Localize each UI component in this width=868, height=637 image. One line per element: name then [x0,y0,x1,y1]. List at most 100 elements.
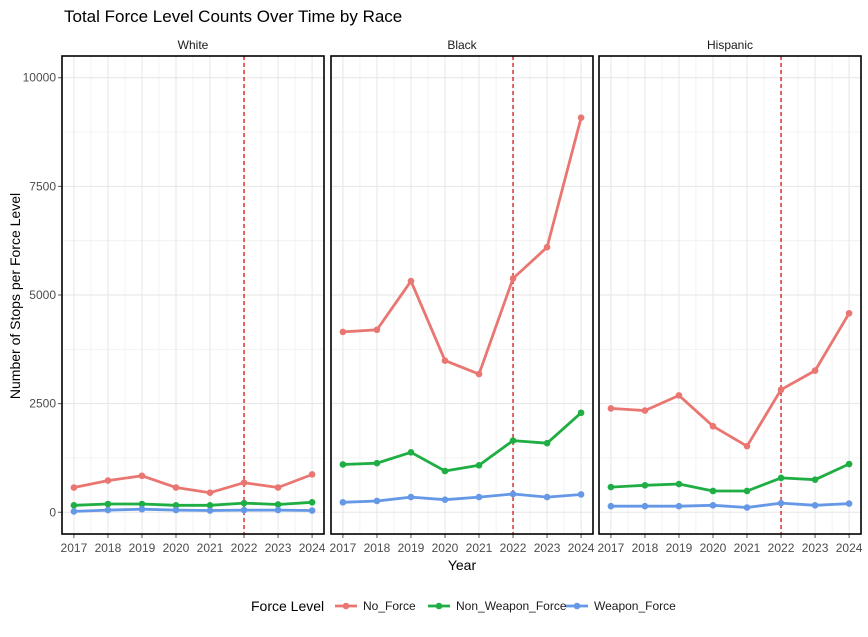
y-tick-label: 5000 [29,288,56,302]
data-point [743,487,751,495]
facet-strip-label: Black [447,38,477,52]
data-point [240,506,248,514]
data-point [70,502,78,509]
data-point [607,405,615,412]
data-point [240,479,248,487]
legend-key-point [435,602,443,610]
series-line-non-weapon-force [341,411,583,473]
x-tick-label: 2020 [432,541,459,555]
x-tick-label: 2022 [231,541,258,555]
facets-layer: 0 2500 5000 7500 10000 White 2017 2018 2019 2020 2… [23,38,863,555]
x-tick-label: 2019 [129,541,156,555]
data-point [172,502,180,509]
x-tick-label: 2024 [836,541,863,555]
legend-key-point [573,602,581,610]
x-tick-label: 2024 [568,541,595,555]
data-point [811,367,819,374]
x-tick-label: 2022 [500,541,527,555]
data-point [373,326,381,334]
legend-label: Weapon_Force [594,599,676,613]
x-tick-label: 2021 [734,541,761,555]
series-line-no-force [609,311,851,448]
data-point [138,500,146,508]
data-point [475,370,483,378]
data-point [441,496,449,503]
data-point [475,462,483,469]
data-point [308,498,316,506]
data-point [441,357,449,364]
data-point [509,490,517,498]
data-point [475,493,483,501]
data-point [607,483,615,491]
data-point [104,500,112,508]
data-point [641,407,649,414]
data-point [709,502,717,509]
x-tick-label: 2020 [700,541,727,555]
legend-title: Force Level [251,598,324,614]
data-point [441,467,449,475]
data-point [675,392,683,399]
facet-panel-black: Black 2017 2018 2019 2020 2021 2022 2023 2024 [330,38,595,555]
data-point [407,493,415,501]
x-tick-label: 2022 [768,541,795,555]
data-point [641,502,649,510]
data-point [138,472,146,480]
panel-border [330,55,594,535]
data-point [709,422,717,430]
data-point [172,484,180,491]
panel-border [61,55,325,535]
series-line-weapon-force [72,507,314,513]
series-line-no-force [341,116,583,376]
chart-title: Total Force Level Counts Over Time by Ra… [64,7,402,26]
legend-key-point [342,602,350,610]
legend-item-non-weapon-force: Non_Weapon_Force [428,599,567,613]
x-tick-label: 2024 [299,541,326,555]
data-point [543,243,551,251]
data-point [274,484,282,491]
legend-label: No_Force [363,599,416,613]
x-tick-label: 2023 [802,541,829,555]
y-tick-label: 2500 [29,397,56,411]
data-point [709,487,717,495]
x-tick-label: 2018 [632,541,659,555]
data-point [373,459,381,467]
facet-panel-hispanic: Hispanic 2017 2018 2019 2020 2021 2022 2023 2024 [598,38,863,555]
x-tick-label: 2017 [330,541,357,555]
data-point [777,499,785,507]
data-point [240,499,248,507]
data-point [577,409,585,417]
x-tick-label: 2019 [666,541,693,555]
facet-panel-white: White 2017 2018 2019 2020 2021 2022 2023 2024 [61,38,326,555]
data-point [543,439,551,447]
data-point [373,497,381,505]
x-tick-label: 2018 [95,541,122,555]
x-tick-label: 2023 [534,541,561,555]
data-point [70,508,78,515]
data-point [845,500,853,507]
x-tick-label: 2019 [398,541,425,555]
data-point [811,476,819,483]
data-point [339,461,347,468]
x-tick-label: 2017 [598,541,625,555]
data-point [407,277,415,285]
x-tick-label: 2021 [197,541,224,555]
data-point [509,437,517,444]
data-point [308,507,316,514]
data-point [274,506,282,514]
data-point [845,309,853,317]
panel-border [598,55,862,535]
data-point [206,507,214,514]
facet-strip-label: Hispanic [707,38,753,52]
x-tick-label: 2023 [265,541,292,555]
series-line-weapon-force [609,501,851,509]
data-point [607,502,615,510]
x-tick-label: 2017 [61,541,88,555]
data-point [845,460,853,468]
series-line-non-weapon-force [72,500,314,507]
data-point [577,491,585,498]
data-point [339,328,347,336]
data-point [407,449,415,456]
data-point [743,504,751,511]
y-tick-label: 10000 [23,71,57,85]
